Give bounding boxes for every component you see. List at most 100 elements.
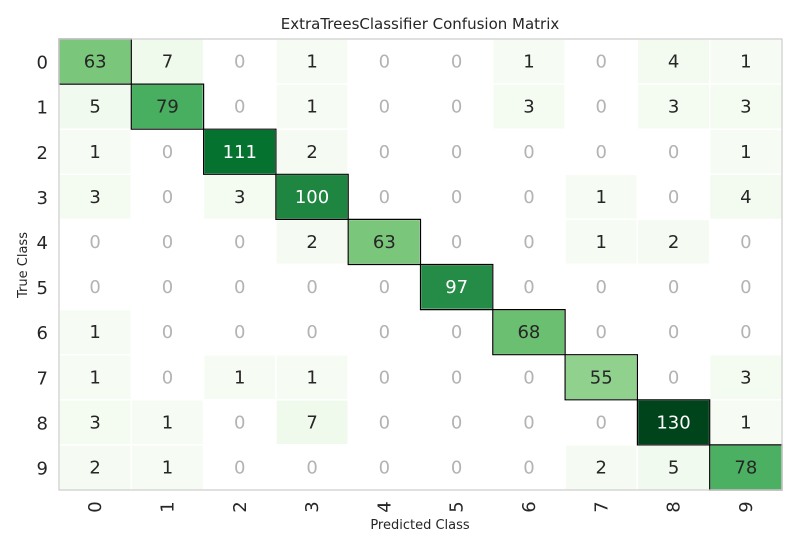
cell-value-label: 0 <box>596 322 607 343</box>
cell-value-label: 0 <box>306 457 317 478</box>
cell-value-label: 0 <box>379 97 390 118</box>
heatmap-cell <box>636 128 711 176</box>
cell-value-label: 0 <box>451 97 462 118</box>
cell-value-label: 0 <box>306 322 317 343</box>
heatmap-cell <box>419 83 494 130</box>
cell-value-label: 0 <box>596 142 607 163</box>
cell-value-label: 100 <box>295 187 329 208</box>
cell-value-label: 0 <box>451 52 462 73</box>
heatmap-cell <box>347 444 422 491</box>
cell-value-label: 3 <box>89 412 100 433</box>
cell-value-label: 130 <box>656 412 690 433</box>
cell-value-label: 0 <box>162 187 173 208</box>
heatmap-cell <box>419 353 494 401</box>
heatmap-cell <box>636 399 711 446</box>
heatmap-cell <box>708 218 783 266</box>
cell-value-label: 2 <box>306 142 317 163</box>
heatmap-cell <box>492 128 566 176</box>
heatmap-cell <box>419 218 494 266</box>
chart-title: ExtraTreesClassifier Confusion Matrix <box>281 15 560 33</box>
heatmap-cell <box>58 173 133 221</box>
cell-value-label: 0 <box>451 142 462 163</box>
cell-value-label: 3 <box>234 187 245 208</box>
cell-value-label: 0 <box>234 232 245 253</box>
x-axis-label: Predicted Class <box>370 518 470 533</box>
cell-value-label: 0 <box>523 367 534 388</box>
heatmap-cell <box>708 38 783 85</box>
heatmap-cell <box>492 444 566 491</box>
cell-value-label: 5 <box>668 457 679 478</box>
cell-value-label: 0 <box>740 277 751 298</box>
heatmap-cell <box>130 399 205 446</box>
y-tick-label: 6 <box>37 323 48 344</box>
cell-value-label: 1 <box>306 97 317 118</box>
cell-value-label: 0 <box>379 322 390 343</box>
cell-value-label: 0 <box>306 277 317 298</box>
heatmap-cell <box>202 263 277 311</box>
cell-value-label: 0 <box>162 322 173 343</box>
cell-value-label: 0 <box>668 277 679 298</box>
x-tick-label: 3 <box>302 501 323 512</box>
cell-value-label: 0 <box>234 52 245 73</box>
cell-value-label: 0 <box>451 322 462 343</box>
cell-value-label: 1 <box>306 367 317 388</box>
cell-value-label: 2 <box>306 232 317 253</box>
cell-value-label: 79 <box>156 97 179 118</box>
cell-value-label: 1 <box>89 367 100 388</box>
heatmap-cell <box>347 353 422 401</box>
y-tick-label: 8 <box>37 413 48 434</box>
cell-value-label: 0 <box>668 322 679 343</box>
cell-value-label: 0 <box>523 232 534 253</box>
cell-value-label: 3 <box>668 97 679 118</box>
heatmap-cell <box>636 218 711 266</box>
cell-value-label: 111 <box>223 142 257 163</box>
cell-value-label: 1 <box>162 457 173 478</box>
y-tick-label: 9 <box>37 458 48 479</box>
cell-value-label: 0 <box>740 232 751 253</box>
cell-value-label: 0 <box>234 97 245 118</box>
cell-value-label: 0 <box>523 187 534 208</box>
heatmap-cell-labels: 63 7 0 1 0 0 1 0 4 15 79 0 1 0 0 3 0 3 31 0 111 2 0 0 0 0 0 13 0 3 100… <box>84 52 758 479</box>
cell-value-label: 0 <box>162 277 173 298</box>
heatmap-cell <box>419 308 494 356</box>
heatmap-cell <box>275 353 349 401</box>
heatmap-cell <box>130 353 205 401</box>
heatmap-cell <box>275 263 349 311</box>
cell-value-label: 1 <box>89 142 100 163</box>
cell-value-label: 3 <box>740 367 751 388</box>
y-tick-label: 2 <box>37 143 48 164</box>
cell-value-label: 3 <box>89 187 100 208</box>
heatmap-cell <box>419 38 494 85</box>
heatmap-cell <box>58 308 133 356</box>
cell-value-label: 0 <box>234 457 245 478</box>
cell-value-label: 0 <box>234 322 245 343</box>
cell-value-label: 2 <box>668 232 679 253</box>
cell-value-label: 1 <box>523 52 534 73</box>
cell-value-label: 0 <box>234 412 245 433</box>
heatmap-cell <box>636 263 711 311</box>
cell-value-label: 0 <box>379 277 390 298</box>
heatmap-cell <box>130 218 205 266</box>
heatmap-cell <box>492 353 566 401</box>
heatmap-cell <box>564 83 639 130</box>
cell-value-label: 5 <box>89 97 100 118</box>
x-tick-labels: 0 1 2 3 4 5 6 7 8 9 <box>85 501 757 512</box>
heatmap-cell <box>275 83 349 130</box>
x-tick-label: 5 <box>447 501 468 512</box>
cell-value-label: 7 <box>306 412 317 433</box>
heatmap-cell <box>202 353 277 401</box>
cell-value-label: 0 <box>89 232 100 253</box>
cell-value-label: 0 <box>668 367 679 388</box>
cell-value-label: 2 <box>89 457 100 478</box>
x-tick-label: 8 <box>664 501 685 512</box>
cell-value-label: 0 <box>523 457 534 478</box>
y-tick-label: 0 <box>37 53 48 74</box>
cell-value-label: 0 <box>451 457 462 478</box>
heatmap-cell <box>564 308 639 356</box>
y-tick-labels: 0 1 2 3 4 5 6 7 8 9 <box>37 53 48 480</box>
cell-value-label: 0 <box>379 142 390 163</box>
heatmap-cell <box>275 308 349 356</box>
heatmap-cell <box>275 399 349 446</box>
cell-value-label: 1 <box>596 232 607 253</box>
cell-value-label: 55 <box>590 367 613 388</box>
